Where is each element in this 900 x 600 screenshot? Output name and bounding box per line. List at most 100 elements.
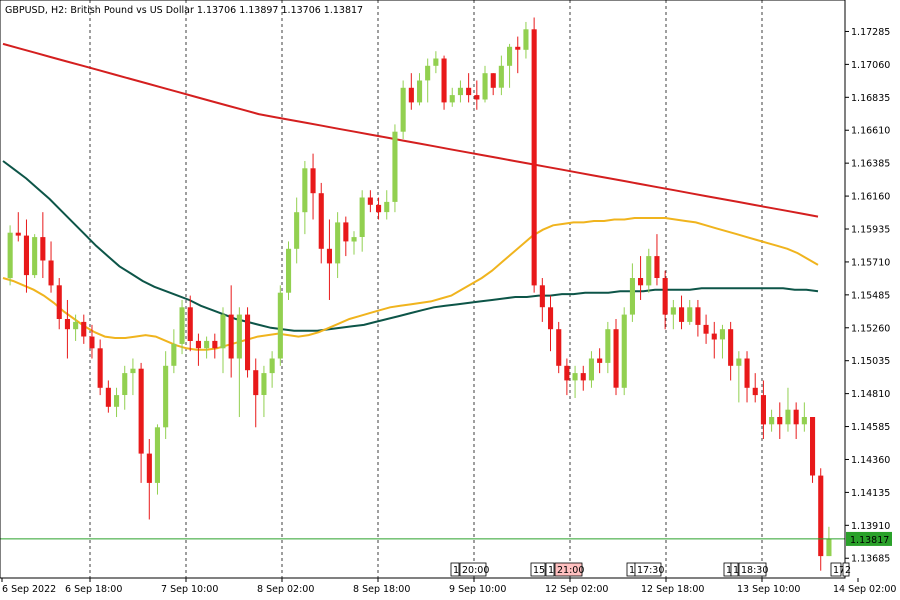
price-tick-label: 1.16385 bbox=[851, 159, 890, 170]
candle-body bbox=[588, 358, 594, 381]
candle-body bbox=[523, 29, 529, 50]
price-tick-label: 1.15035 bbox=[851, 356, 890, 367]
time-marker-box bbox=[530, 562, 546, 577]
candle-body bbox=[359, 197, 365, 237]
candle-body bbox=[56, 285, 62, 319]
price-tick-label: 1.14135 bbox=[851, 488, 890, 499]
ma-mid-line bbox=[2, 160, 819, 332]
candle-body bbox=[400, 87, 406, 132]
candle-body bbox=[105, 387, 111, 407]
candle-body bbox=[449, 95, 455, 103]
candle-body bbox=[7, 232, 13, 279]
candle-body bbox=[48, 260, 54, 286]
time-tick-label: 12 Sep 02:00 bbox=[545, 584, 608, 595]
candle-body bbox=[629, 278, 635, 315]
chart-header: GBPUSD, H2: British Pound vs US Dollar 1… bbox=[5, 5, 363, 16]
time-marker-label: 15: bbox=[533, 565, 548, 576]
time-tick-label: 6 Sep 2022 bbox=[2, 584, 56, 595]
candle-body bbox=[728, 329, 734, 366]
candle-body bbox=[687, 307, 693, 322]
candle-body bbox=[572, 373, 578, 381]
ma-slow-line bbox=[2, 42, 819, 218]
candle-body bbox=[269, 358, 275, 374]
time-tick-label: 12 Sep 18:00 bbox=[641, 584, 704, 595]
candle-body bbox=[801, 417, 807, 425]
time-marker-label: 17 bbox=[833, 565, 845, 576]
candle-body bbox=[302, 168, 308, 213]
candle-body bbox=[621, 314, 627, 388]
candle-body bbox=[408, 87, 414, 103]
time-marker-label: 20:00 bbox=[462, 565, 489, 576]
candle-body bbox=[482, 73, 488, 100]
time-tick-label: 8 Sep 18:00 bbox=[353, 584, 410, 595]
candle-body bbox=[130, 368, 136, 374]
candle-body bbox=[81, 321, 87, 337]
candle-body bbox=[97, 348, 103, 388]
candle-body bbox=[580, 373, 586, 381]
vertical-grid bbox=[89, 0, 763, 578]
candle-body bbox=[457, 87, 463, 96]
time-marker-box bbox=[450, 562, 460, 577]
ma-fast-line bbox=[2, 217, 819, 351]
price-tick-label: 1.16610 bbox=[851, 126, 890, 137]
time-marker-box bbox=[738, 562, 767, 577]
candle-body bbox=[64, 319, 70, 330]
candle-body bbox=[425, 65, 431, 81]
candle-body bbox=[719, 329, 725, 340]
time-marker-label: 21:00 bbox=[557, 565, 584, 576]
candle-body bbox=[154, 427, 160, 483]
candle-body bbox=[310, 168, 316, 194]
time-marker-box bbox=[459, 562, 487, 577]
candle-body bbox=[515, 46, 521, 50]
time-tick-label: 9 Sep 10:00 bbox=[449, 584, 506, 595]
time-marker-label: 1 bbox=[548, 565, 554, 576]
price-tick-label: 1.15710 bbox=[851, 257, 890, 268]
price-tick-label: 1.15260 bbox=[851, 323, 890, 334]
ohlc-values: 1.13706 1.13897 1.13706 1.13817 bbox=[197, 5, 363, 16]
candles bbox=[7, 17, 832, 571]
price-tick-label: 1.13910 bbox=[851, 521, 890, 532]
price-tick-label: 1.17285 bbox=[851, 27, 890, 38]
candle-body bbox=[703, 324, 709, 334]
candle-body bbox=[646, 256, 652, 286]
candle-body bbox=[195, 340, 201, 349]
price-tick-label: 1.17060 bbox=[851, 60, 890, 71]
candle-body bbox=[670, 307, 676, 315]
candle-body bbox=[662, 278, 668, 315]
candle-body bbox=[711, 333, 717, 340]
candle-body bbox=[777, 417, 783, 425]
candle-body bbox=[417, 80, 423, 103]
current-price-label-bg bbox=[846, 531, 892, 546]
time-marker-label: 2 bbox=[845, 565, 851, 576]
time-axis: 6 Sep 2022 6 Sep 18:00 7 Sep 10:00 8 Sep 02… bbox=[1, 578, 896, 595]
candle-body bbox=[114, 395, 120, 407]
candle-body bbox=[531, 29, 537, 286]
candle-body bbox=[146, 453, 152, 483]
time-marker-box bbox=[554, 562, 583, 577]
candle-body bbox=[392, 131, 398, 202]
candle-body bbox=[277, 292, 283, 359]
time-marker-label: 1 bbox=[733, 565, 739, 576]
candle-body bbox=[171, 343, 177, 366]
candle-body bbox=[605, 329, 611, 363]
candle-body bbox=[326, 248, 332, 264]
candle-body bbox=[245, 314, 251, 371]
candle-body bbox=[286, 248, 292, 293]
time-marker-label: 1 bbox=[629, 565, 635, 576]
candle-body bbox=[597, 358, 603, 363]
candle-body bbox=[204, 340, 210, 349]
candle-body bbox=[187, 307, 193, 341]
candle-body bbox=[744, 358, 750, 388]
time-tick-label: 14 Sep 02:00 bbox=[833, 584, 896, 595]
price-tick-label: 1.13685 bbox=[851, 554, 890, 565]
candle-body bbox=[466, 87, 472, 96]
candle-body bbox=[294, 212, 300, 249]
time-marker-label: 1 bbox=[726, 565, 732, 576]
time-marker-box bbox=[634, 562, 662, 577]
candle-body bbox=[769, 417, 775, 425]
symbol: GBPUSD bbox=[5, 5, 45, 16]
candle-body bbox=[564, 365, 570, 381]
candle-body bbox=[507, 46, 513, 66]
